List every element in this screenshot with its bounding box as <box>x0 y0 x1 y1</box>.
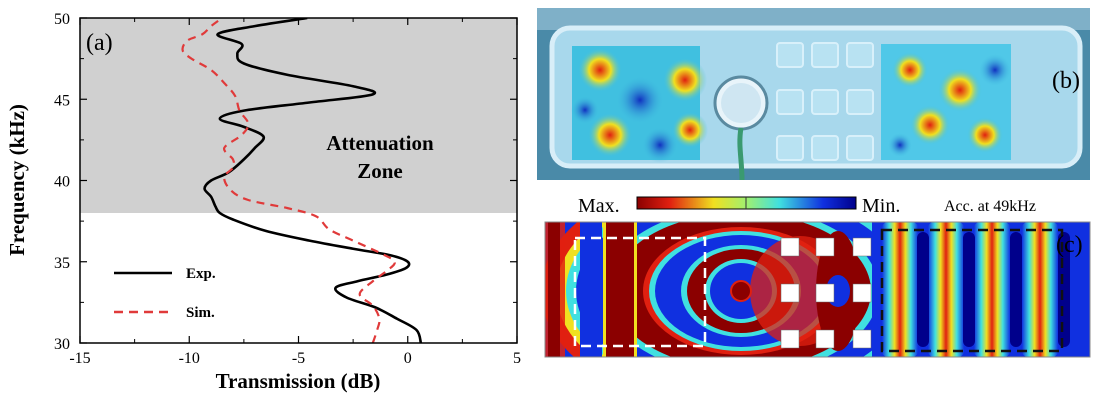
colorbar-row: Max. Min. Acc. at 49kHz <box>578 195 1036 217</box>
specimen-photo-panel: (b) <box>537 8 1090 181</box>
scatterer-square <box>780 283 800 303</box>
scatterer-square <box>815 283 835 303</box>
scatterer-square <box>852 283 872 303</box>
y-tick-label: 30 <box>54 336 70 353</box>
right-measured-field <box>881 44 1011 160</box>
scatterer-square <box>852 237 872 257</box>
scatterer-square <box>780 237 800 257</box>
source <box>730 280 752 302</box>
x-tick-label: 0 <box>404 350 412 367</box>
scatterer-square <box>815 329 835 349</box>
panel-a-label: (a) <box>86 30 113 56</box>
attenuation-zone-shading <box>80 18 517 213</box>
legend-exp-label: Exp. <box>186 266 216 282</box>
transmission-chart: -15 -10 -5 0 5 30 35 40 45 50 (a) Attenuation Zon… <box>5 11 521 393</box>
colorbar-caption: Acc. at 49kHz <box>944 198 1036 215</box>
scatterer-bump <box>811 89 839 115</box>
transmitted-wave-stripes <box>872 222 1090 357</box>
scatterer-squares <box>750 231 872 351</box>
legend-sim-label: Sim. <box>186 305 215 321</box>
left-measurement-box <box>573 236 707 348</box>
scatterer-bump <box>776 135 804 161</box>
x-tick-label: -15 <box>69 350 90 367</box>
scatterer-bump <box>776 42 804 68</box>
series-sim-line <box>181 18 396 343</box>
scatterer-bump <box>846 135 874 161</box>
scatterer-bump <box>846 89 874 115</box>
series-group <box>181 18 423 343</box>
scatterer-square <box>780 329 800 349</box>
scatterer-bump <box>811 42 839 68</box>
y-axis-label: Frequency (kHz) <box>5 104 29 256</box>
x-tick-label: -5 <box>292 350 305 367</box>
scatterer-square <box>852 329 872 349</box>
simulated-field-panel <box>545 222 1090 357</box>
legend: Exp. Sim. <box>114 266 216 321</box>
y-tick-label: 50 <box>54 11 70 28</box>
stripe-trough <box>963 232 975 347</box>
stripe-trough <box>917 232 929 347</box>
stripe-band <box>974 222 1010 357</box>
left-measured-field <box>571 46 708 163</box>
scatterer-square <box>815 237 835 257</box>
scatterer-bump <box>846 42 874 68</box>
transducer-cable <box>737 127 745 181</box>
plot-frame <box>79 17 518 344</box>
panel-c-frame <box>544 221 1091 358</box>
x-tick-label: -10 <box>179 350 200 367</box>
y-tick-label: 45 <box>54 92 70 109</box>
right-measurement-box <box>880 228 1064 353</box>
photo-top-band <box>537 8 1090 30</box>
stripe-band <box>928 222 964 357</box>
colorbar-min-label: Min. <box>862 195 900 217</box>
x-axis-label: Transmission (dB) <box>216 369 381 393</box>
stripe-trough <box>1010 232 1022 347</box>
stripe-band <box>882 222 918 357</box>
colorbar-max-label: Max. <box>578 195 620 217</box>
panel-b-label: (b) <box>1052 68 1080 94</box>
zone-label-line2: Zone <box>357 159 403 183</box>
stripe-band <box>1022 222 1058 357</box>
series-exp-line <box>203 18 423 343</box>
zone-label-line1: Attenuation <box>326 131 434 155</box>
scatterer-bump <box>776 89 804 115</box>
scatterer-array <box>776 42 874 161</box>
y-tick-label: 35 <box>54 255 70 272</box>
tick-labels: -15 -10 -5 0 5 30 35 40 45 50 <box>54 11 521 367</box>
scatterer-bump <box>811 135 839 161</box>
panel-c-label: (c) <box>1056 232 1083 258</box>
x-tick-label: 5 <box>513 350 521 367</box>
y-tick-label: 40 <box>54 174 70 191</box>
